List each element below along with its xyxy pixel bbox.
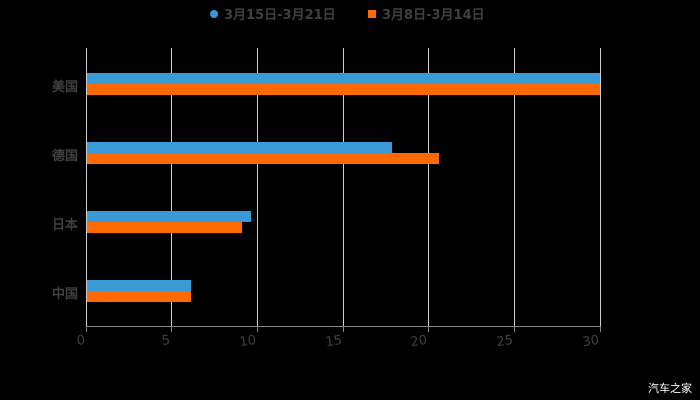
gridline (428, 48, 429, 326)
bar-china-series1[interactable] (87, 280, 191, 291)
x-tick-label: 25 (495, 333, 515, 351)
gridline (257, 48, 258, 326)
x-tick (428, 326, 429, 332)
legend-label: 3月15日-3月21日 (224, 8, 336, 23)
x-tick (343, 326, 344, 332)
gridline (171, 48, 172, 326)
gridline (514, 48, 515, 326)
x-tick (514, 326, 515, 332)
x-tick-label: 10 (238, 333, 258, 351)
bar-germany-series1[interactable] (87, 142, 392, 153)
gridline (343, 48, 344, 326)
x-tick (257, 326, 258, 332)
x-tick-label: 15 (324, 333, 344, 351)
x-tick (171, 326, 172, 332)
gridline (600, 48, 601, 326)
legend-square-icon (368, 9, 376, 18)
x-tick (600, 326, 601, 332)
legend-label: 3月8日-3月14日 (382, 8, 485, 23)
bar-japan-series1[interactable] (87, 211, 251, 222)
bar-china-series2[interactable] (87, 291, 191, 302)
y-label-japan: 日本 (51, 218, 78, 233)
y-label-china: 中国 (51, 287, 78, 302)
x-tick-label: 30 (581, 333, 601, 351)
legend-item-series1[interactable]: 3月15日-3月21日 (210, 4, 336, 23)
bar-japan-series2[interactable] (87, 222, 242, 233)
x-tick (86, 326, 87, 332)
x-tick-label: 5 (160, 333, 172, 350)
y-label-germany: 德国 (51, 149, 78, 164)
legend-dot-icon (210, 9, 218, 18)
bar-usa-series1[interactable] (87, 73, 600, 84)
chart-legend: 3月15日-3月21日 3月8日-3月14日 (0, 4, 700, 24)
x-tick-label: 0 (75, 333, 87, 350)
bar-usa-series2[interactable] (87, 84, 600, 95)
bar-germany-series2[interactable] (87, 153, 439, 164)
x-tick-label: 20 (409, 333, 429, 351)
gridline (86, 48, 87, 326)
legend-item-series2[interactable]: 3月8日-3月14日 (368, 4, 485, 23)
y-label-usa: 美国 (51, 80, 78, 95)
watermark: 汽车之家 (648, 382, 692, 395)
